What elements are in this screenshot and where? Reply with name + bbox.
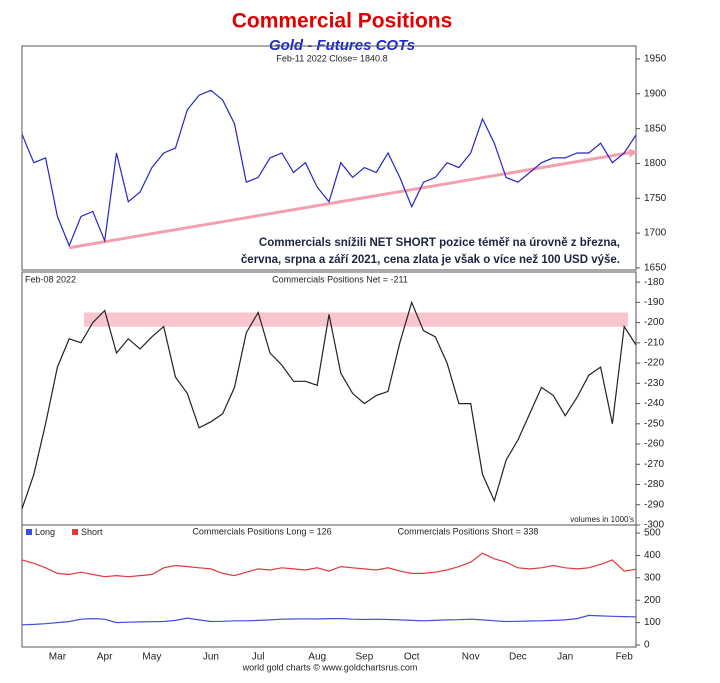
y-tick-label: -270 <box>644 459 664 470</box>
y-tick-label: -230 <box>644 378 664 389</box>
panel-label: Commercials Positions Net = -211 <box>272 274 408 284</box>
y-tick-label: 0 <box>644 640 650 651</box>
y-tick-label: 1950 <box>644 54 667 65</box>
x-tick-label: Mar <box>49 652 67 663</box>
x-tick-label: Jul <box>252 652 265 663</box>
y-tick-label: -300 <box>644 520 664 531</box>
y-tick-label: -190 <box>644 297 664 308</box>
x-tick-label: Nov <box>462 652 480 663</box>
y-tick-label: -200 <box>644 317 664 328</box>
panel-label: Commercials Positions Long = 126 <box>192 526 331 536</box>
panel-label: Feb-11 2022 Close= 1840.8 <box>276 53 387 63</box>
y-tick-label: 1900 <box>644 88 667 99</box>
y-tick-label: 300 <box>644 572 661 583</box>
y-tick-label: -220 <box>644 358 664 369</box>
x-tick-label: Apr <box>97 652 113 663</box>
x-tick-label: Aug <box>308 652 326 663</box>
trend-line <box>68 150 637 250</box>
y-tick-label: 500 <box>644 528 661 539</box>
x-tick-label: Dec <box>509 652 527 663</box>
panel-frame <box>21 524 637 648</box>
y-tick-label: 1700 <box>644 228 667 239</box>
x-tick-label: Sep <box>356 652 374 663</box>
x-tick-label: May <box>142 652 161 663</box>
y-tick-label: 400 <box>644 550 661 561</box>
annotation: června, srpna a září 2021, cena zlata je… <box>241 254 620 266</box>
y-tick-label: -210 <box>644 337 664 348</box>
x-tick-label: Oct <box>404 652 420 663</box>
chart-subtitle: Gold - Futures COTs <box>269 37 415 54</box>
y-tick-label: 200 <box>644 595 661 606</box>
legend-label: Short <box>81 527 103 537</box>
y-tick-label: 1850 <box>644 123 667 134</box>
highlight-band <box>84 312 628 327</box>
annotation: Commercials snížili NET SHORT pozice tém… <box>259 237 620 249</box>
y-tick-label: -260 <box>644 439 664 450</box>
y-tick-label: -250 <box>644 418 664 429</box>
data-line <box>21 614 637 626</box>
y-tick-label: -280 <box>644 479 664 490</box>
data-line <box>21 300 637 509</box>
x-tick-label: Feb <box>616 652 634 663</box>
trend-arrowhead <box>628 148 638 158</box>
y-tick-label: 1800 <box>644 158 667 169</box>
x-tick-label: Jan <box>557 652 573 663</box>
y-tick-label: 1650 <box>644 263 667 274</box>
y-tick-label: -180 <box>644 277 664 288</box>
y-tick-label: 100 <box>644 617 661 628</box>
date-label: Feb-08 2022 <box>25 274 76 284</box>
panel-frame <box>21 45 637 271</box>
data-line <box>21 552 637 578</box>
y-tick-label: -290 <box>644 499 664 510</box>
panel-label: Commercials Positions Short = 338 <box>398 526 539 536</box>
legend-label: Long <box>35 527 55 537</box>
panel-note: volumes in 1000's <box>570 515 634 524</box>
chart-title: Commercial Positions <box>232 10 453 33</box>
y-tick-label: -240 <box>644 398 664 409</box>
data-line <box>21 89 637 248</box>
y-tick-label: 1750 <box>644 193 667 204</box>
legend-swatch <box>72 529 79 535</box>
legend-swatch <box>26 529 32 535</box>
source: world gold charts © www.goldchartsrus.co… <box>242 662 418 672</box>
x-tick-label: Jun <box>203 652 219 663</box>
